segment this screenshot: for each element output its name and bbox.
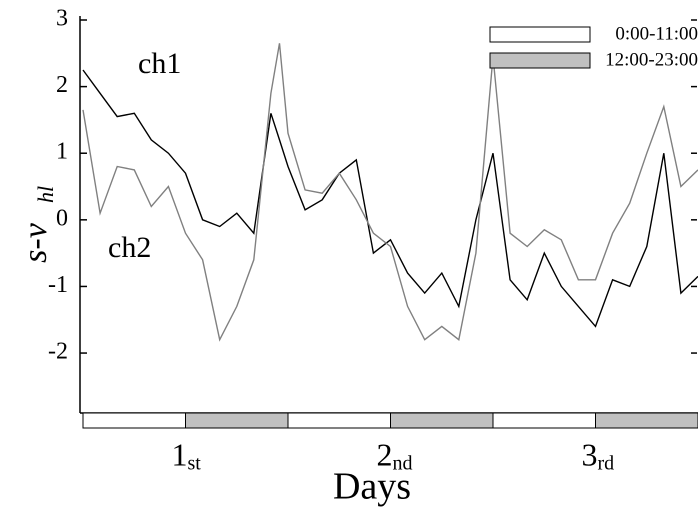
period-band bbox=[287, 412, 391, 429]
period-band bbox=[390, 412, 494, 429]
legend-swatch bbox=[489, 26, 591, 43]
period-band bbox=[595, 412, 698, 429]
y-axis-title: s-v bbox=[17, 222, 54, 263]
x-tick-label: 3 bbox=[582, 436, 598, 472]
series-line bbox=[82, 43, 698, 342]
period-band bbox=[82, 412, 186, 429]
y-tick-label: 0 bbox=[56, 205, 68, 231]
x-tick-label: 1 bbox=[172, 436, 188, 472]
y-tick-label: 3 bbox=[56, 6, 68, 32]
period-band bbox=[492, 412, 596, 429]
series-line bbox=[82, 69, 698, 328]
legend-swatch bbox=[489, 52, 591, 69]
y-tick-label: -1 bbox=[48, 272, 68, 298]
y-tick-label: 2 bbox=[56, 72, 68, 98]
series-label: ch1 bbox=[138, 47, 181, 80]
y-tick-label: -2 bbox=[48, 339, 68, 365]
series-label: ch2 bbox=[108, 231, 151, 264]
x-axis-title: Days bbox=[333, 466, 411, 508]
y-axis-title-group: s-v hl bbox=[17, 186, 58, 263]
y-tick-label: 1 bbox=[56, 139, 68, 165]
x-tick-label: 2 bbox=[377, 436, 393, 472]
period-band bbox=[185, 412, 289, 429]
legend-label: 0:00-11:00 bbox=[615, 23, 698, 44]
legend-label: 12:00-23:00 bbox=[605, 49, 698, 70]
x-tick-suffix: rd bbox=[598, 453, 615, 475]
x-tick-suffix: nd bbox=[393, 453, 413, 475]
y-axis-title-sub: hl bbox=[33, 186, 58, 203]
x-tick-suffix: st bbox=[188, 453, 202, 475]
